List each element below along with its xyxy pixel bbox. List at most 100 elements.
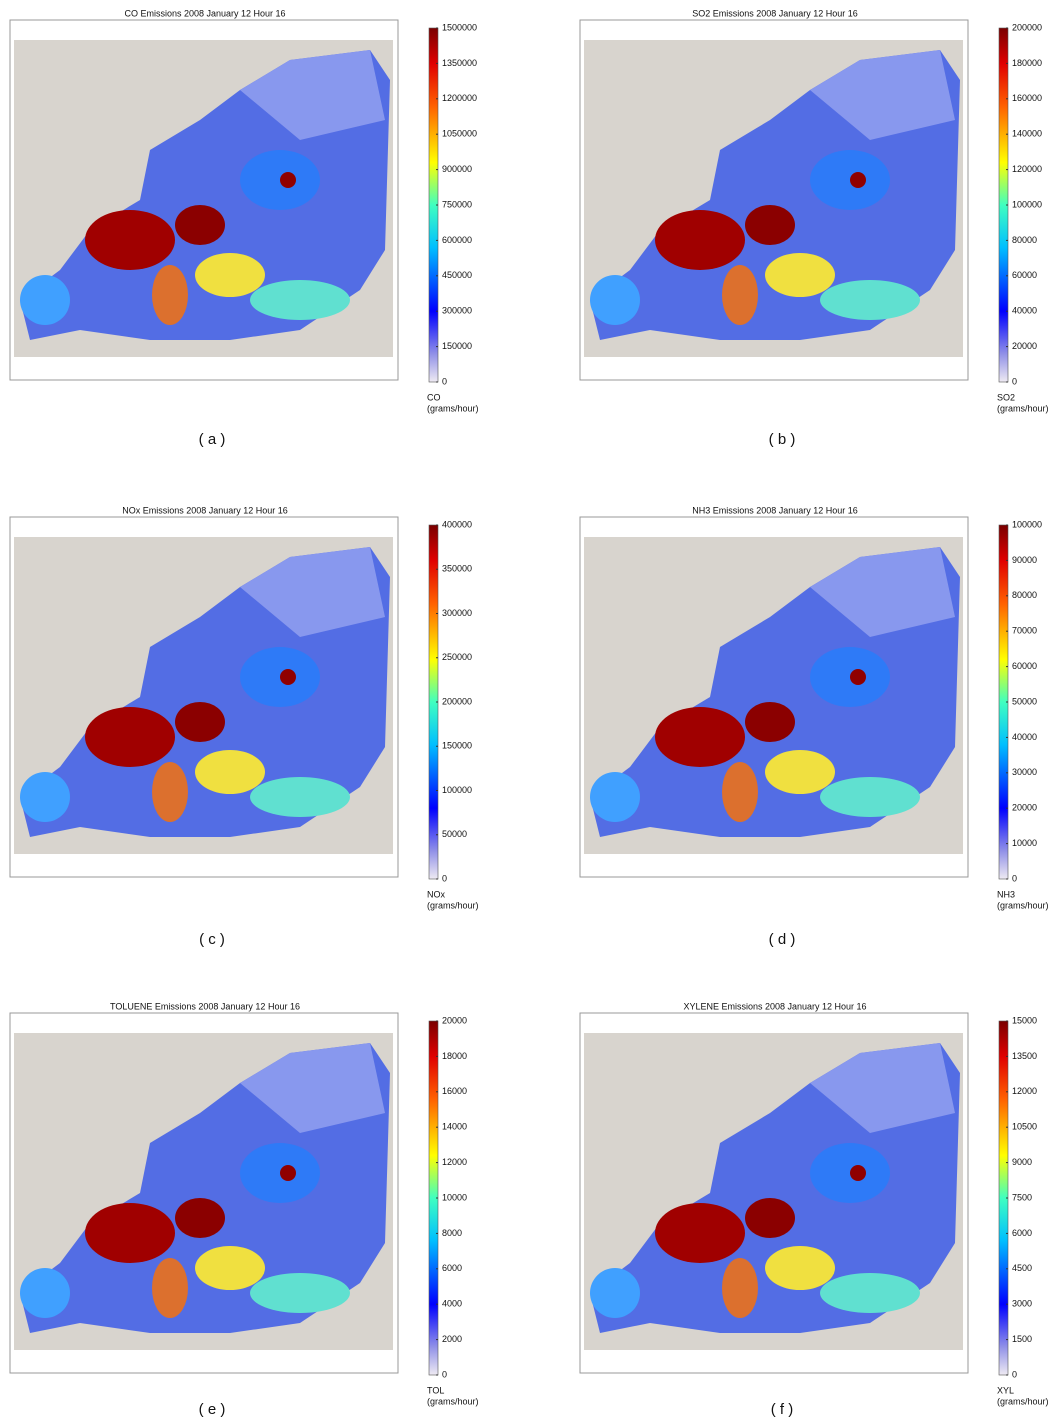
colorbar-tick-label: 16000 xyxy=(442,1086,467,1096)
panel-caption: ( f ) xyxy=(771,1401,794,1418)
panel-caption: ( e ) xyxy=(199,1401,226,1418)
colorbar-tick-label: 0 xyxy=(1012,873,1017,883)
colorbar-tick-label: 3000 xyxy=(1012,1299,1032,1309)
colorbar-tick-label: 40000 xyxy=(1012,732,1037,742)
colorbar-tick-label: 18000 xyxy=(442,1051,467,1061)
emission-map xyxy=(584,1033,963,1350)
colorbar-unit: (grams/hour) xyxy=(427,1396,479,1406)
colorbar-tick-label: 60000 xyxy=(1012,661,1037,671)
colorbar-tick-label: 4500 xyxy=(1012,1263,1032,1273)
colorbar-tick-label: 0 xyxy=(1012,1369,1017,1379)
panel-title: CO Emissions 2008 January 12 Hour 16 xyxy=(124,8,285,18)
colorbar-tick-label: 140000 xyxy=(1012,129,1042,139)
colorbar-tick-label: 0 xyxy=(442,873,447,883)
colorbar-tick-label: 10500 xyxy=(1012,1122,1037,1132)
colorbar-tick-label: 30000 xyxy=(1012,767,1037,777)
colorbar-tick-label: 300000 xyxy=(442,306,472,316)
colorbar-label: NOx xyxy=(427,889,446,899)
colorbar-tick-label: 300000 xyxy=(442,608,472,618)
colorbar-tick-label: 20000 xyxy=(1012,803,1037,813)
colorbar-tick-label: 4000 xyxy=(442,1299,462,1309)
panel-title: XYLENE Emissions 2008 January 12 Hour 16 xyxy=(683,1001,866,1011)
colorbar-tick-label: 20000 xyxy=(1012,341,1037,351)
emission-map xyxy=(584,537,963,854)
colorbar-tick-label: 400000 xyxy=(442,519,472,529)
panel: TOLUENE Emissions 2008 January 12 Hour 1… xyxy=(10,1001,479,1418)
colorbar-unit: (grams/hour) xyxy=(997,403,1049,413)
colorbar-tick-label: 200000 xyxy=(1012,22,1042,32)
colorbar-tick-label: 900000 xyxy=(442,164,472,174)
colorbar-tick-label: 12000 xyxy=(442,1157,467,1167)
colorbar-tick-label: 180000 xyxy=(1012,58,1042,68)
colorbar-tick-label: 0 xyxy=(442,376,447,386)
colorbar-tick-label: 8000 xyxy=(442,1228,462,1238)
colorbar-tick-label: 70000 xyxy=(1012,626,1037,636)
colorbar-tick-label: 10000 xyxy=(1012,838,1037,848)
emission-map xyxy=(14,537,393,854)
colorbar-tick-label: 60000 xyxy=(1012,270,1037,280)
colorbar-tick-label: 1050000 xyxy=(442,129,477,139)
colorbar-tick-label: 1500 xyxy=(1012,1334,1032,1344)
colorbar-tick-label: 1350000 xyxy=(442,58,477,68)
panel-caption: ( a ) xyxy=(199,431,226,448)
colorbar-tick-label: 50000 xyxy=(1012,696,1037,706)
panel: NH3 Emissions 2008 January 12 Hour 16 0 10… xyxy=(580,505,1049,948)
colorbar-tick-label: 15000 xyxy=(1012,1015,1037,1025)
colorbar-tick-label: 0 xyxy=(1012,376,1017,386)
colorbar-tick-label: 150000 xyxy=(442,741,472,751)
colorbar-tick-label: 6000 xyxy=(1012,1228,1032,1238)
panel-caption: ( b ) xyxy=(769,431,796,448)
colorbar-tick-label: 6000 xyxy=(442,1263,462,1273)
colorbar-tick-label: 20000 xyxy=(442,1015,467,1025)
colorbar-tick-label: 1200000 xyxy=(442,93,477,103)
colorbar-tick-label: 2000 xyxy=(442,1334,462,1344)
colorbar-tick-label: 600000 xyxy=(442,235,472,245)
colorbar-tick-label: 80000 xyxy=(1012,235,1037,245)
panel-caption: ( c ) xyxy=(199,931,225,948)
panel: NOx Emissions 2008 January 12 Hour 16050… xyxy=(10,505,479,948)
colorbar-tick-label: 150000 xyxy=(442,341,472,351)
emission-map xyxy=(584,40,963,357)
colorbar-tick-label: 13500 xyxy=(1012,1051,1037,1061)
colorbar-tick-label: 40000 xyxy=(1012,306,1037,316)
colorbar-unit: (grams/hour) xyxy=(997,1396,1049,1406)
panel: XYLENE Emissions 2008 January 12 Hour 16… xyxy=(580,1001,1049,1418)
colorbar-unit: (grams/hour) xyxy=(427,900,479,910)
emission-map xyxy=(14,1033,393,1350)
panel: CO Emissions 2008 January 12 Hour 16 0 150… xyxy=(10,8,479,448)
colorbar-unit: (grams/hour) xyxy=(427,403,479,413)
colorbar-tick-label: 200000 xyxy=(442,696,472,706)
colorbar-tick-label: 100000 xyxy=(442,785,472,795)
emission-map xyxy=(14,40,393,357)
colorbar-label: CO xyxy=(427,392,441,402)
colorbar-tick-label: 10000 xyxy=(442,1192,467,1202)
colorbar-tick-label: 750000 xyxy=(442,199,472,209)
colorbar-tick-label: 7500 xyxy=(1012,1192,1032,1202)
colorbar-tick-label: 12000 xyxy=(1012,1086,1037,1096)
panel-title: TOLUENE Emissions 2008 January 12 Hour 1… xyxy=(110,1001,300,1011)
panel: SO2 Emissions 2008 January 12 Hour 16 0 20… xyxy=(580,8,1049,448)
colorbar-tick-label: 350000 xyxy=(442,564,472,574)
colorbar-tick-label: 50000 xyxy=(442,829,467,839)
panel-caption: ( d ) xyxy=(769,931,796,948)
colorbar-tick-label: 9000 xyxy=(1012,1157,1032,1167)
colorbar-tick-label: 80000 xyxy=(1012,590,1037,600)
colorbar-tick-label: 160000 xyxy=(1012,93,1042,103)
colorbar-tick-label: 0 xyxy=(442,1369,447,1379)
colorbar-label: TOL xyxy=(427,1385,444,1395)
colorbar-tick-label: 250000 xyxy=(442,652,472,662)
colorbar-tick-label: 14000 xyxy=(442,1122,467,1132)
colorbar-tick-label: 120000 xyxy=(1012,164,1042,174)
colorbar-label: NH3 xyxy=(997,889,1015,899)
figure: CO Emissions 2008 January 12 Hour 16 0 150… xyxy=(0,0,1052,1425)
colorbar-tick-label: 450000 xyxy=(442,270,472,280)
colorbar-tick-label: 1500000 xyxy=(442,22,477,32)
colorbar-tick-label: 90000 xyxy=(1012,555,1037,565)
colorbar-tick-label: 100000 xyxy=(1012,199,1042,209)
panel-title: SO2 Emissions 2008 January 12 Hour 16 xyxy=(692,8,858,18)
colorbar-label: SO2 xyxy=(997,392,1015,402)
colorbar-tick-label: 100000 xyxy=(1012,519,1042,529)
colorbar-unit: (grams/hour) xyxy=(997,900,1049,910)
colorbar-label: XYL xyxy=(997,1385,1014,1395)
panel-title: NH3 Emissions 2008 January 12 Hour 16 xyxy=(692,505,858,515)
